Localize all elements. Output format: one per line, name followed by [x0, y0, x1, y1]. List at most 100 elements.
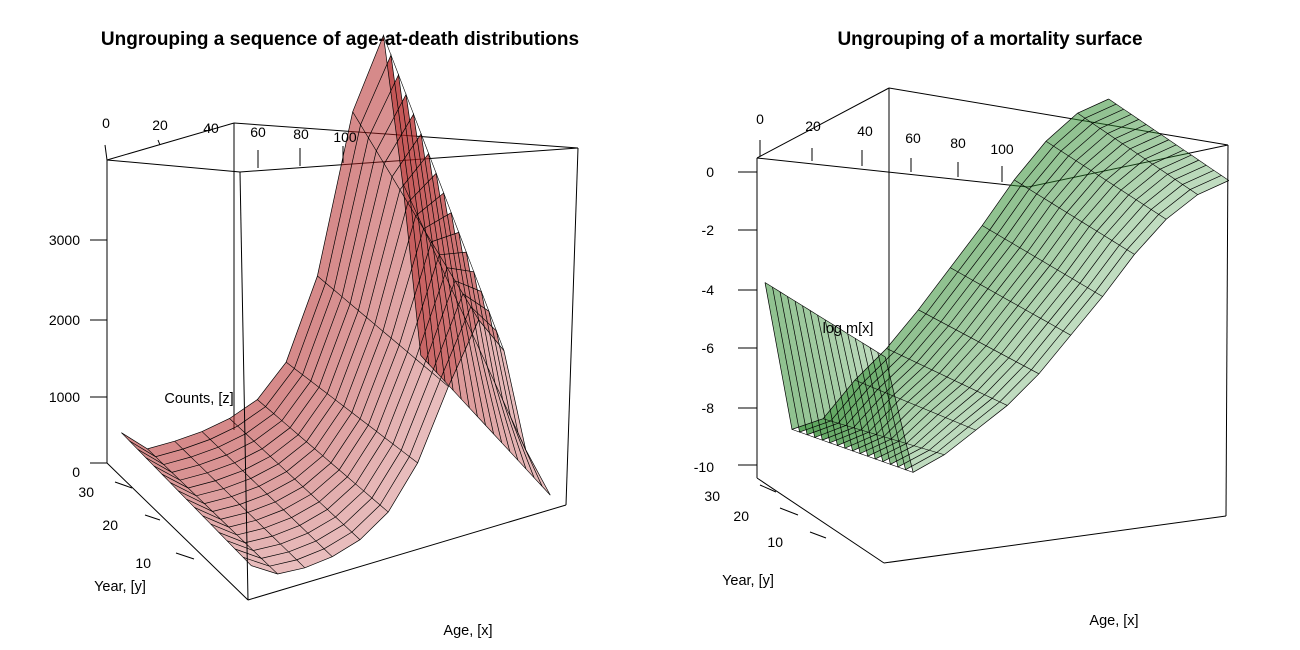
- left-box-edge: [239, 171, 249, 601]
- wireframe-line: [178, 172, 478, 505]
- left-x-tick-label: 20: [152, 117, 168, 133]
- wireframe-line: [129, 53, 430, 458]
- left-x-axis-label: Age, [x]: [443, 623, 492, 639]
- wireframe-line: [383, 35, 505, 351]
- right-x-tick-label: 0: [756, 111, 764, 127]
- wireframe-line: [121, 33, 422, 450]
- right-x-tick-label: 60: [905, 130, 921, 146]
- wireframe-line: [794, 119, 1139, 441]
- wireframe-line: [950, 267, 1071, 336]
- right-box-edge: [888, 87, 1229, 146]
- right-box-edge: [756, 87, 890, 159]
- left-x-tick-label: 60: [250, 124, 266, 140]
- wireframe-line: [854, 159, 1199, 463]
- wireframe-line: [1014, 179, 1135, 255]
- wireframe-line: [884, 180, 1229, 473]
- wireframe-line: [420, 355, 551, 496]
- left-z-tick-label: 0: [72, 464, 80, 480]
- surface-band: [153, 114, 462, 488]
- surface-band: [161, 133, 470, 496]
- surface-band: [121, 35, 429, 457]
- left-surface: [121, 33, 551, 575]
- left-chart-title: Ungrouping a sequence of age-at-death di…: [101, 29, 579, 50]
- right-z-tick-label: -8: [702, 400, 715, 416]
- wireframe-line: [161, 132, 462, 489]
- right-chart-title: Ungrouping of a mortality surface: [837, 29, 1142, 50]
- left-x-tick-label: 80: [293, 126, 309, 142]
- wireframe-line: [869, 169, 1214, 468]
- wireframe-line: [352, 111, 479, 320]
- right-x-tick-label: 40: [857, 123, 873, 139]
- wireframe-line: [918, 309, 1040, 375]
- right-box-edge: [756, 477, 885, 564]
- wireframe-line: [877, 175, 1222, 471]
- wireframe-line: [787, 113, 1132, 438]
- wireframe-line: [802, 124, 1147, 444]
- wireframe-line: [317, 275, 449, 387]
- wireframe-line: [201, 431, 333, 557]
- wireframe-line: [847, 154, 1192, 460]
- left-z-axis-label: Counts, [z]: [164, 391, 233, 407]
- left-z-ticks: 3000 2000 1000 0: [49, 232, 107, 480]
- wireframe-line: [137, 73, 438, 465]
- wireframe-line: [402, 183, 526, 450]
- right-box-edge: [1027, 144, 1229, 188]
- wireframe-line: [1077, 112, 1198, 195]
- wireframe-line: [229, 418, 361, 540]
- wireframe-line: [243, 306, 543, 567]
- left-y-tick-label: 20: [102, 517, 118, 533]
- wireframe-line: [153, 113, 454, 481]
- left-x-ticks: 0 20 40 60 80 100: [102, 115, 357, 168]
- wireframe-line: [147, 448, 278, 575]
- wireframe-line: [257, 399, 389, 513]
- right-z-tick-label: -4: [702, 282, 715, 298]
- left-y-axis-label: Year, [y]: [94, 579, 146, 595]
- wireframe-line: [982, 225, 1103, 297]
- left-y-ticks: 30 20 10: [78, 481, 195, 571]
- wireframe-line: [234, 293, 535, 559]
- wireframe-line: [779, 108, 1124, 436]
- left-box-edge: [106, 122, 235, 161]
- wireframe-line: [202, 231, 503, 528]
- wireframe-line: [772, 103, 1117, 433]
- right-panel: Ungrouping of a mortality surface 0 20 4…: [694, 29, 1229, 629]
- right-box-edge: [883, 515, 1227, 564]
- wireframe-line: [817, 134, 1162, 449]
- wireframe-line: [764, 98, 1109, 430]
- right-z-tick-label: -2: [702, 222, 715, 238]
- right-y-axis-label: Year, [y]: [722, 573, 774, 589]
- wireframe-line: [823, 418, 945, 456]
- right-y-tick-label: 20: [733, 508, 749, 524]
- surface-band: [170, 153, 478, 504]
- left-box-edge: [247, 504, 567, 601]
- wireframe-line: [186, 192, 486, 512]
- wireframe-line: [169, 152, 470, 497]
- right-z-tick-label: 0: [706, 164, 714, 180]
- surface-band: [129, 55, 437, 465]
- wireframe-line: [218, 267, 519, 544]
- wireframe-line: [839, 149, 1184, 457]
- right-z-tick-label: -6: [702, 340, 715, 356]
- left-box-edge: [565, 147, 579, 506]
- left-x-tick-label: 40: [203, 120, 219, 136]
- wireframe-line: [862, 164, 1207, 465]
- wireframe-line: [121, 432, 252, 566]
- wireframe-line: [764, 282, 886, 358]
- left-z-tick-label: 3000: [49, 232, 80, 248]
- left-x-tick-label: 100: [333, 129, 357, 145]
- right-x-tick-label: 80: [950, 135, 966, 151]
- right-y-tick-label: 30: [704, 488, 720, 504]
- right-x-ticks: 0 20 40 60 80 100: [756, 111, 1014, 182]
- left-x-tick-label: 0: [102, 115, 110, 131]
- wireframe-line: [210, 251, 511, 536]
- wireframe-line: [251, 319, 551, 575]
- left-box-edge: [106, 159, 241, 173]
- wireframe-line: [886, 348, 1008, 406]
- left-y-tick-label: 10: [135, 555, 151, 571]
- right-box-edge: [1225, 144, 1229, 517]
- right-x-axis-label: Age, [x]: [1089, 613, 1138, 629]
- wireframe-line: [809, 129, 1154, 446]
- left-y-tick-label: 30: [78, 484, 94, 500]
- wireframe-line: [1108, 98, 1229, 181]
